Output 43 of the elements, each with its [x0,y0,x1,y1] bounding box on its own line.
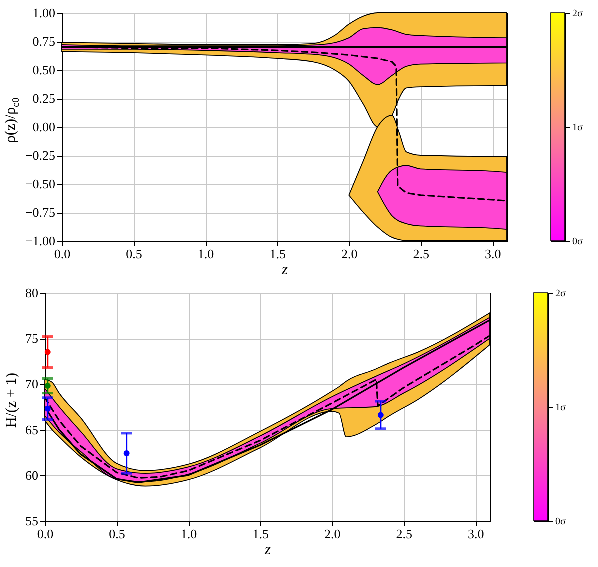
point [124,450,130,457]
y-tick-label: 0.50 [32,62,56,78]
color-bar-label: 2σ [572,8,584,20]
color-bar-label: 0σ [556,516,566,528]
x-tick-label: 0.0 [37,526,54,542]
point [44,349,51,356]
y-tick-label: 55 [26,514,38,528]
x-tick-label: 0.5 [126,246,142,262]
color-bar-label: 0σ [572,236,584,248]
point [44,383,51,390]
x-tick-label: 2.5 [413,246,430,262]
point [44,406,51,412]
x-tick-label: 3.0 [485,246,502,262]
color-bar-label: 2σ [556,288,566,300]
y-tick-label: 75 [26,331,38,346]
y-tick-label: −0.25 [25,148,56,163]
x-tick-label: 0.5 [109,526,126,542]
x-tick-label: 3.0 [468,526,484,542]
y-tick-label: 60 [26,468,38,483]
y-tick-label: 0.75 [32,34,56,49]
y-tick-label: 0.25 [32,91,56,106]
x-tick-label: 1.0 [198,246,214,262]
y-tick-label: −1.00 [25,234,56,248]
y-tick-label: −0.50 [25,176,56,192]
y-tick-label: 0.00 [32,120,56,134]
y-tick-label: −0.75 [25,205,56,220]
point [378,412,384,418]
x-tick-label: 2.0 [324,526,341,542]
x-axis-title: z [264,542,272,558]
x-tick-label: 2.5 [396,526,412,542]
y-axis-title: H/(z + 1) [4,372,21,428]
x-tick-label: 1.5 [270,246,286,262]
color-bar-label: 1σ [572,122,584,134]
x-tick-label: 0.0 [54,246,71,262]
x-tick-label: 2.0 [341,246,358,262]
y-tick-label: 70 [26,376,38,392]
y-tick-label: 1.00 [32,6,56,20]
x-axis-title: z [280,262,289,278]
x-tick-label: 1.5 [252,526,269,542]
y-tick-label: 80 [26,286,38,300]
color-bar-label: 1σ [556,402,566,414]
x-tick-label: 1.0 [180,526,198,542]
y-tick-label: 65 [26,422,38,438]
